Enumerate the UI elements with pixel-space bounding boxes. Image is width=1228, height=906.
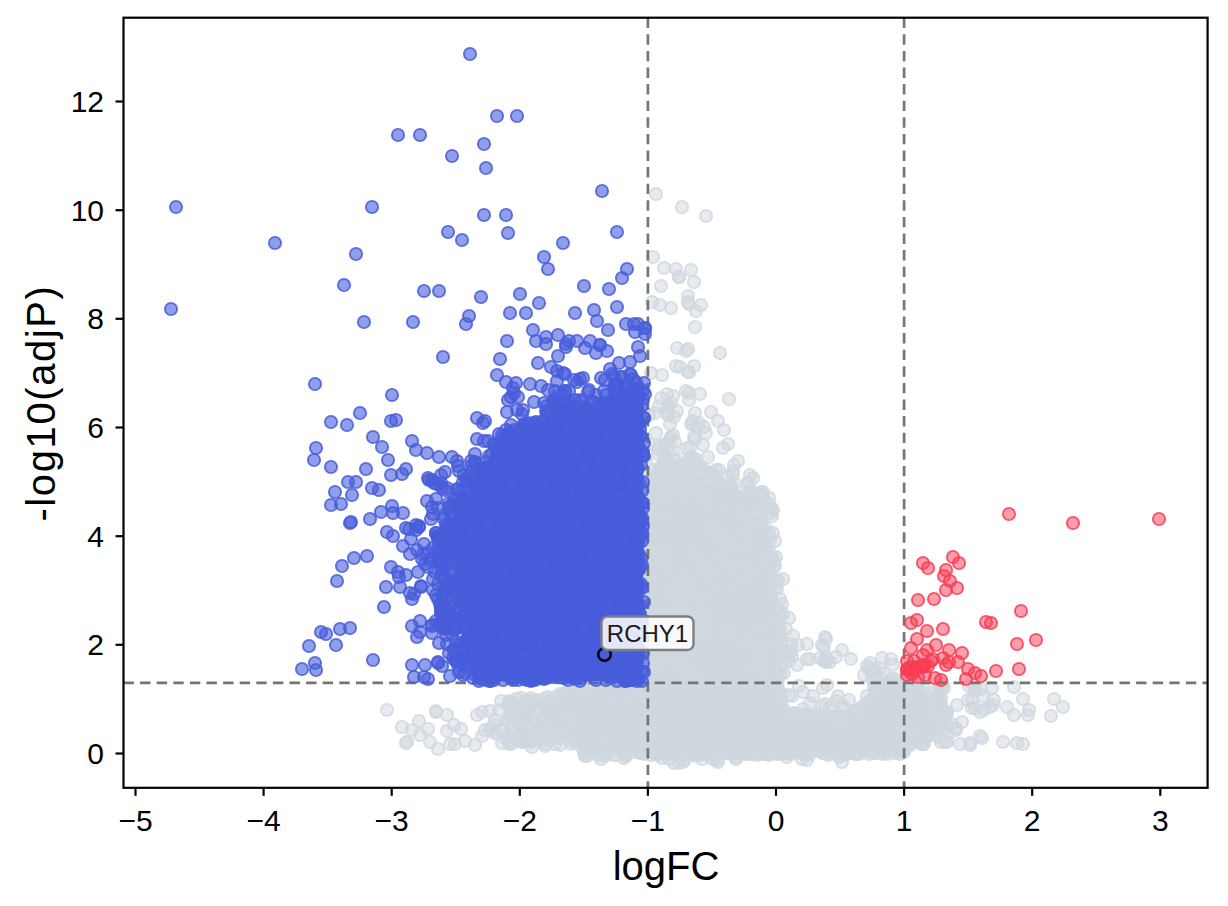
- svg-text:8: 8: [87, 302, 104, 335]
- svg-text:3: 3: [1152, 804, 1169, 837]
- svg-text:6: 6: [87, 411, 104, 444]
- svg-text:logFC: logFC: [613, 844, 720, 888]
- svg-text:−4: −4: [246, 804, 280, 837]
- svg-text:0: 0: [768, 804, 785, 837]
- svg-text:-log10(adjP): -log10(adjP): [19, 284, 63, 521]
- svg-text:10: 10: [71, 194, 104, 227]
- svg-text:−2: −2: [503, 804, 537, 837]
- svg-text:−1: −1: [631, 804, 665, 837]
- svg-text:12: 12: [71, 85, 104, 118]
- svg-text:−3: −3: [375, 804, 409, 837]
- svg-text:4: 4: [87, 520, 104, 553]
- svg-text:2: 2: [87, 628, 104, 661]
- svg-text:1: 1: [896, 804, 913, 837]
- svg-text:2: 2: [1024, 804, 1041, 837]
- svg-text:−5: −5: [118, 804, 152, 837]
- svg-text:RCHY1: RCHY1: [607, 620, 688, 647]
- svg-text:0: 0: [87, 737, 104, 770]
